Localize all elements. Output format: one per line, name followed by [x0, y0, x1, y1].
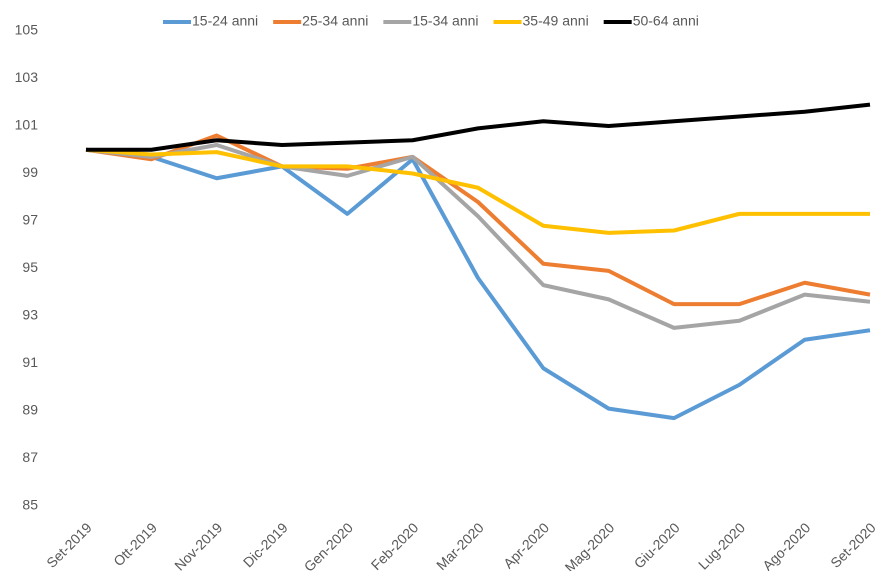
x-tick-label: Dic-2019 [240, 519, 291, 570]
series-line [85, 143, 871, 330]
y-tick-label: 91 [22, 354, 38, 370]
x-tick-label: Lug-2020 [695, 519, 748, 571]
series-line [86, 102, 871, 152]
x-tick-label: Nov-2019 [171, 519, 225, 571]
y-tick-label: 105 [15, 22, 39, 38]
series-line [85, 133, 871, 307]
x-tick-label: Ago-2020 [759, 519, 813, 571]
y-tick-label: 85 [22, 497, 38, 513]
legend-item: 25-34 anni [273, 13, 368, 29]
y-tick-label: 99 [22, 164, 38, 180]
x-tick-label: Set-2020 [827, 519, 879, 571]
x-tick-label: Gen-2020 [301, 519, 356, 571]
y-tick-label: 103 [15, 69, 39, 85]
series-line [85, 147, 871, 421]
x-tick-label: Mag-2020 [562, 519, 618, 571]
legend-item: 35-49 anni [493, 13, 589, 29]
legend-label: 50-64 anni [633, 13, 699, 29]
y-tick-label: 97 [22, 212, 38, 228]
y-tick-label: 87 [22, 449, 38, 465]
y-tick-label: 95 [22, 259, 38, 275]
y-tick-label: 89 [22, 402, 38, 418]
x-tick-label: Giu-2020 [631, 519, 683, 571]
x-tick-label: Mar-2020 [433, 519, 487, 571]
x-tick-label: Feb-2020 [368, 519, 422, 571]
legend-item: 50-64 anni [603, 13, 699, 29]
y-tick-label: 93 [22, 307, 38, 323]
legend: 15-24 anni 25-34 anni 15-34 anni 35-49 anni… [163, 13, 699, 29]
legend-label: 15-24 anni [192, 13, 258, 29]
legend-item: 15-24 anni [163, 13, 258, 29]
x-tick-label: Apr-2020 [500, 519, 552, 571]
x-tick-label: Ott-2019 [110, 519, 160, 569]
series-line [85, 147, 870, 235]
y-tick-label: 101 [15, 117, 39, 133]
legend-label: 15-34 anni [412, 13, 478, 29]
legend-item: 15-34 anni [383, 13, 479, 29]
legend-label: 35-49 anni [523, 13, 589, 29]
legend-label: 25-34 anni [302, 13, 368, 29]
x-tick-label: Set-2019 [43, 519, 95, 571]
